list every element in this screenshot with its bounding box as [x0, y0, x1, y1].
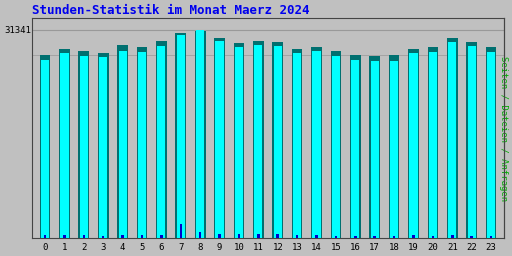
- Bar: [98, 53, 109, 238]
- Bar: [235, 47, 243, 238]
- Bar: [180, 224, 182, 238]
- Bar: [99, 57, 108, 238]
- Bar: [350, 55, 360, 238]
- Y-axis label: Seiten / Dateien / Anfragen: Seiten / Dateien / Anfragen: [499, 56, 508, 201]
- Bar: [195, 31, 205, 238]
- Bar: [63, 235, 66, 238]
- Bar: [176, 33, 186, 238]
- Bar: [156, 41, 167, 238]
- Bar: [332, 56, 340, 238]
- Bar: [233, 43, 244, 238]
- Bar: [196, 30, 204, 238]
- Text: Stunden-Statistik im Monat Maerz 2024: Stunden-Statistik im Monat Maerz 2024: [32, 4, 310, 17]
- Bar: [121, 235, 124, 238]
- Bar: [393, 236, 395, 238]
- Bar: [354, 236, 356, 238]
- Bar: [490, 236, 493, 238]
- Bar: [429, 52, 437, 238]
- Bar: [410, 53, 418, 238]
- Bar: [117, 45, 128, 238]
- Bar: [40, 55, 50, 238]
- Bar: [331, 51, 342, 238]
- Bar: [467, 46, 476, 238]
- Bar: [471, 236, 473, 238]
- Bar: [216, 41, 224, 238]
- Bar: [486, 47, 497, 238]
- Bar: [138, 52, 146, 238]
- Bar: [160, 235, 163, 238]
- Bar: [238, 234, 240, 238]
- Bar: [119, 51, 126, 238]
- Bar: [408, 49, 419, 238]
- Bar: [292, 49, 303, 238]
- Bar: [78, 51, 89, 238]
- Bar: [432, 236, 434, 238]
- Bar: [369, 56, 380, 238]
- Bar: [389, 55, 399, 238]
- Bar: [41, 60, 49, 238]
- Bar: [390, 61, 398, 238]
- Bar: [447, 38, 458, 238]
- Bar: [373, 236, 376, 238]
- Bar: [428, 47, 438, 238]
- Bar: [218, 233, 221, 238]
- Bar: [315, 235, 318, 238]
- Bar: [293, 53, 301, 238]
- Bar: [312, 51, 321, 238]
- Bar: [487, 52, 495, 238]
- Bar: [82, 235, 85, 238]
- Bar: [257, 233, 260, 238]
- Bar: [80, 56, 88, 238]
- Bar: [451, 235, 454, 238]
- Bar: [276, 234, 279, 238]
- Bar: [351, 60, 359, 238]
- Bar: [199, 232, 201, 238]
- Bar: [274, 46, 282, 238]
- Bar: [253, 41, 264, 238]
- Bar: [412, 235, 415, 238]
- Bar: [60, 53, 69, 238]
- Bar: [44, 236, 46, 238]
- Bar: [137, 47, 147, 238]
- Bar: [296, 235, 298, 238]
- Bar: [59, 49, 70, 238]
- Bar: [177, 35, 185, 238]
- Bar: [102, 236, 104, 238]
- Bar: [448, 42, 456, 238]
- Bar: [335, 236, 337, 238]
- Bar: [311, 47, 322, 238]
- Bar: [466, 42, 477, 238]
- Bar: [371, 61, 379, 238]
- Bar: [272, 42, 283, 238]
- Bar: [141, 235, 143, 238]
- Bar: [157, 46, 165, 238]
- Bar: [254, 45, 263, 238]
- Bar: [214, 38, 225, 238]
